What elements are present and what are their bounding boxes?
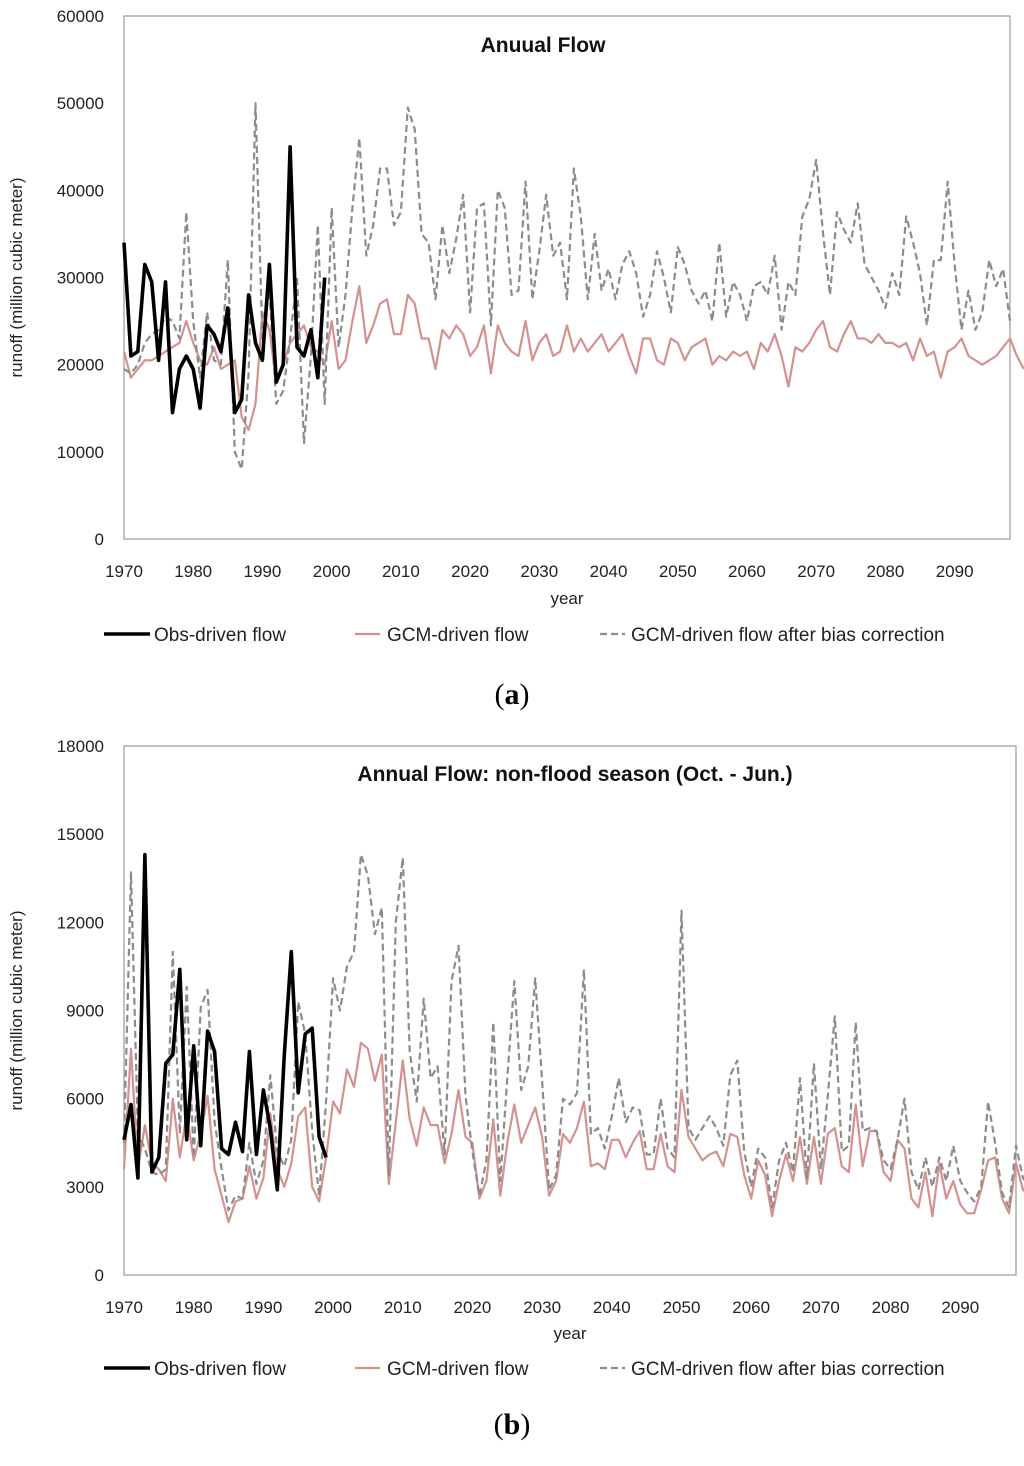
x-axis-label: year <box>550 589 583 608</box>
x-tick-label: 2020 <box>451 562 489 581</box>
x-tick-label: 2040 <box>593 1298 631 1317</box>
plot-frame <box>123 15 1011 540</box>
chart-panel-b: 0 3000 6000 9000 12000 15000 18000 1970 1980 1990… <box>0 735 1024 1405</box>
legend-label-bias: GCM-driven flow after bias correction <box>631 1359 945 1380</box>
y-tick-label: 12000 <box>57 913 104 932</box>
y-tick-label: 6000 <box>66 1090 104 1109</box>
x-tick-label: 1970 <box>105 1298 143 1317</box>
y-tick-label: 20000 <box>57 356 104 375</box>
caption-a-close: ) <box>519 678 530 711</box>
y-axis-label: runoff (million cubic meter) <box>7 178 26 378</box>
y-tick-label: 60000 <box>57 7 104 26</box>
y-tick-label: 10000 <box>57 443 104 462</box>
legend-label-bias: GCM-driven flow after bias correction <box>631 625 945 646</box>
legend-label-gcm: GCM-driven flow <box>387 625 529 646</box>
x-axis-label: year <box>553 1324 586 1343</box>
x-tick-label: 2050 <box>659 562 697 581</box>
x-tick-label: 1980 <box>175 1298 213 1317</box>
x-tick-label: 2070 <box>802 1298 840 1317</box>
chart-title: Anuual Flow <box>481 34 606 57</box>
caption-a: (a) <box>0 678 1024 712</box>
y-tick-label: 18000 <box>57 737 104 756</box>
legend-label-obs: Obs-driven flow <box>154 625 286 646</box>
series-line-bias <box>122 853 1024 1212</box>
x-tick-label: 2090 <box>936 562 974 581</box>
y-tick-label: 0 <box>95 530 104 549</box>
x-tick-label: 2060 <box>732 1298 770 1317</box>
x-tick-label: 2040 <box>590 562 628 581</box>
x-tick-label: 2010 <box>384 1298 422 1317</box>
x-tick-label: 2020 <box>454 1298 492 1317</box>
x-tick-label: 1970 <box>105 562 143 581</box>
series-line-gcm <box>122 285 1024 432</box>
y-tick-label: 40000 <box>57 181 104 200</box>
y-tick-label: 50000 <box>57 94 104 113</box>
x-tick-label: 2080 <box>866 562 904 581</box>
caption-b-open: ( <box>493 1408 504 1441</box>
x-tick-label: 2060 <box>728 562 766 581</box>
x-tick-label: 1990 <box>244 562 282 581</box>
chart-title: Annual Flow: non-flood season (Oct. - Ju… <box>357 763 792 786</box>
y-tick-label: 30000 <box>57 269 104 288</box>
x-tick-label: 1980 <box>174 562 212 581</box>
x-tick-label: 2030 <box>523 1298 561 1317</box>
x-tick-label: 2080 <box>872 1298 910 1317</box>
x-tick-label: 2050 <box>663 1298 701 1317</box>
y-tick-label: 3000 <box>66 1178 104 1197</box>
caption-b: (b) <box>0 1408 1024 1442</box>
x-tick-label: 2090 <box>941 1298 979 1317</box>
x-tick-label: 2030 <box>520 562 558 581</box>
x-tick-label: 2070 <box>797 562 835 581</box>
x-tick-label: 2000 <box>313 562 351 581</box>
caption-a-open: ( <box>494 678 505 711</box>
plot-frame <box>123 745 1017 1276</box>
chart-b-svg: 0 3000 6000 9000 12000 15000 18000 1970 1980 1990… <box>7 737 1024 1380</box>
caption-b-letter: b <box>503 1408 521 1441</box>
x-tick-label: 2000 <box>314 1298 352 1317</box>
series-line-obs <box>122 145 327 415</box>
y-tick-label: 9000 <box>66 1002 104 1021</box>
series-line-obs <box>122 852 328 1192</box>
y-tick-label: 15000 <box>57 825 104 844</box>
y-tick-label: 0 <box>95 1266 104 1285</box>
x-tick-label: 1990 <box>244 1298 282 1317</box>
chart-a-svg: 0 10000 20000 30000 40000 50000 60000 1970 1980 1… <box>7 7 1024 646</box>
legend-label-obs: Obs-driven flow <box>154 1359 286 1380</box>
x-tick-label: 2010 <box>382 562 420 581</box>
legend-label-gcm: GCM-driven flow <box>387 1359 529 1380</box>
series-line-bias <box>123 102 1012 471</box>
y-axis-label: runoff (million cubic meter) <box>7 911 26 1111</box>
caption-b-close: ) <box>520 1408 531 1441</box>
caption-a-letter: a <box>504 678 520 711</box>
chart-panel-a: 0 10000 20000 30000 40000 50000 60000 1970 1980 1… <box>0 0 1024 680</box>
